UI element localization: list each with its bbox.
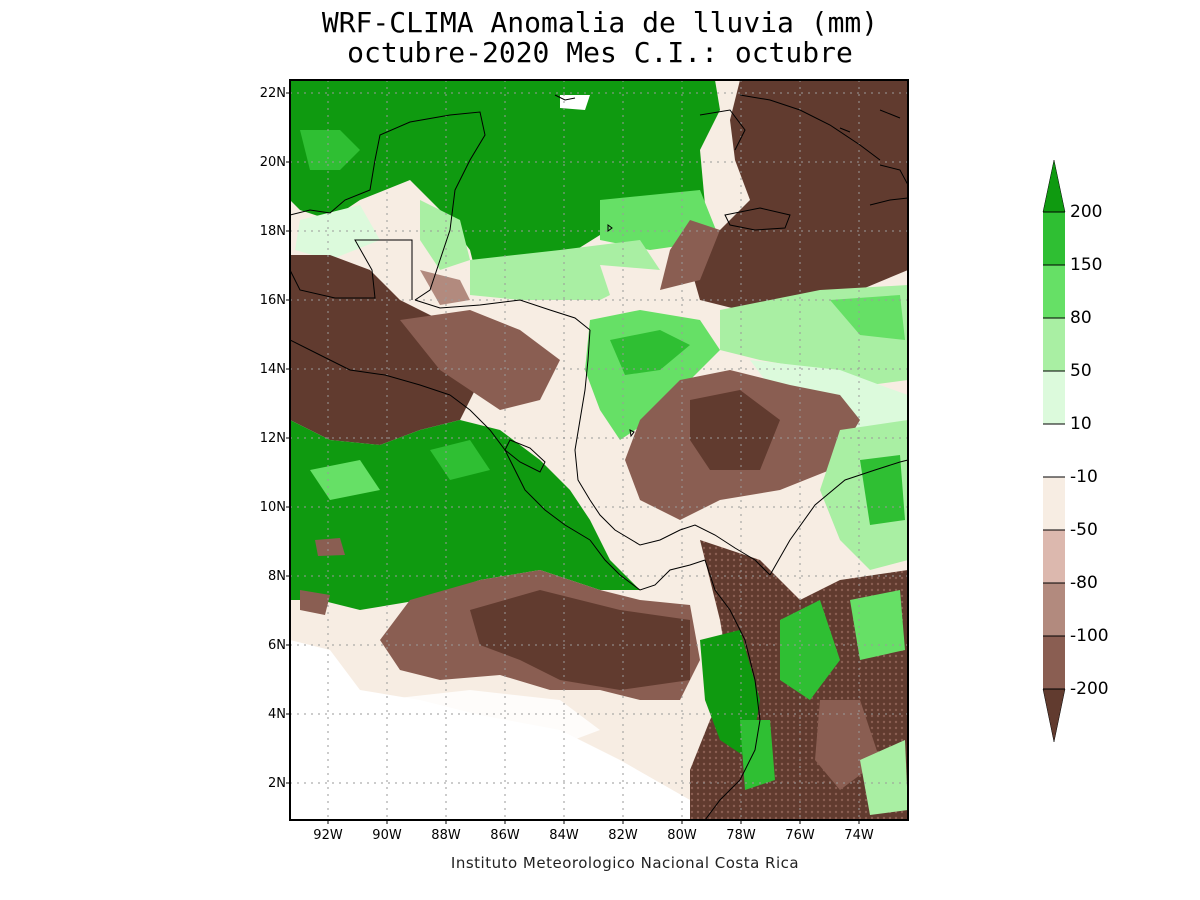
colorbar-label: -200 — [1070, 679, 1109, 699]
colorbar-seg-150-200 — [1043, 212, 1065, 265]
colorbar-label: 150 — [1070, 255, 1103, 275]
lat-label: 10N — [259, 500, 286, 515]
colorbar-seg-m100-m80 — [1043, 583, 1065, 636]
lon-label: 82W — [608, 828, 638, 843]
lon-label: 74W — [844, 828, 874, 843]
colorbar-label: 80 — [1070, 308, 1092, 328]
colorbar-label: -80 — [1070, 573, 1098, 593]
lat-label: 22N — [259, 86, 286, 101]
colorbar-seg-m200-m100 — [1043, 636, 1065, 689]
colorbar-label: -100 — [1070, 626, 1109, 646]
colorbar-label: 50 — [1070, 361, 1092, 381]
lon-label: 84W — [549, 828, 579, 843]
colorbar-seg-50-80 — [1043, 318, 1065, 371]
gridlines — [290, 80, 908, 820]
lon-label: 86W — [490, 828, 520, 843]
lat-label: 14N — [259, 362, 286, 377]
map-title-line1: WRF-CLIMA Anomalia de lluvia (mm) — [321, 6, 879, 39]
axis-ticks — [286, 92, 860, 824]
lon-label: 90W — [372, 828, 402, 843]
colorbar-seg-gt200 — [1042, 159, 1066, 213]
colorbar-label: 200 — [1070, 202, 1103, 222]
colorbar-seg-80-150 — [1043, 265, 1065, 318]
colorbar-label: 10 — [1070, 414, 1092, 434]
colorbar-label: -50 — [1070, 520, 1098, 540]
colorbar-label: -10 — [1070, 467, 1098, 487]
colorbar-seg-m10-10 — [1043, 424, 1065, 477]
lat-label: 4N — [268, 707, 286, 722]
lat-label: 16N — [259, 293, 286, 308]
colorbar-seg-10-50 — [1043, 371, 1065, 424]
map-field — [290, 80, 908, 820]
lat-label: 6N — [268, 638, 286, 653]
colorbar-seg-m80-m50 — [1043, 530, 1065, 583]
lat-label: 2N — [268, 776, 286, 791]
institution-credit: Instituto Meteorologico Nacional Costa R… — [450, 854, 800, 872]
lat-label: 18N — [259, 224, 286, 239]
lon-label: 76W — [785, 828, 815, 843]
lon-label: 80W — [667, 828, 697, 843]
map-frame — [289, 79, 909, 821]
coastlines — [290, 94, 908, 820]
lat-label: 8N — [268, 569, 286, 584]
colorbar-seg-lt-m200 — [1042, 688, 1066, 743]
lon-label: 88W — [431, 828, 461, 843]
lon-label: 78W — [726, 828, 756, 843]
lat-label: 20N — [259, 155, 286, 170]
lat-label: 12N — [259, 431, 286, 446]
map-title-line2: octubre-2020 Mes C.I.: octubre — [347, 36, 853, 69]
lon-label: 92W — [313, 828, 343, 843]
colorbar-seg-m50-m10 — [1043, 477, 1065, 530]
